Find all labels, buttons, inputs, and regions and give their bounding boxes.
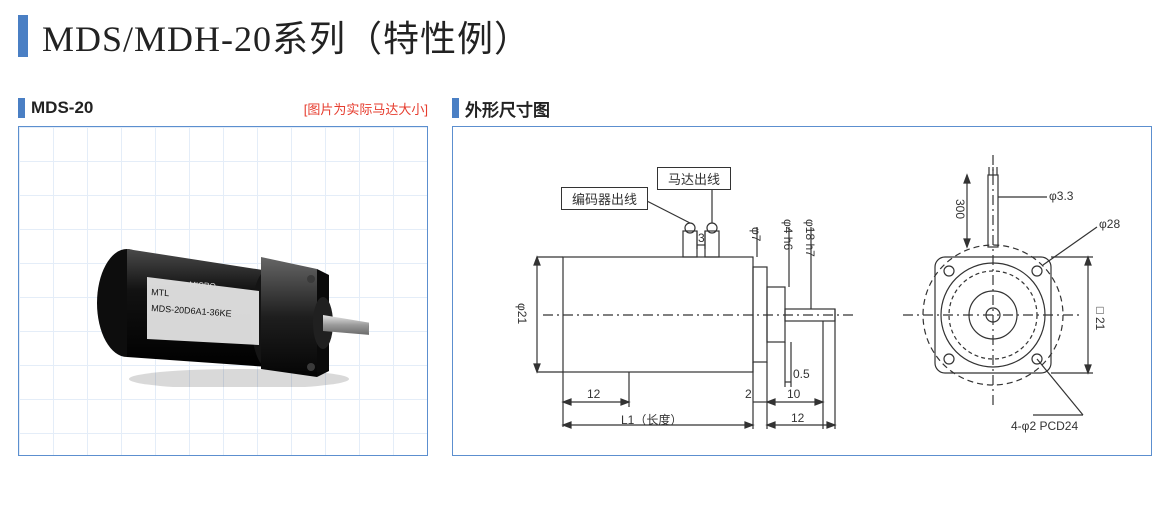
dim-05: 0.5 (793, 367, 810, 381)
dim-300: 300 (953, 199, 967, 219)
left-note: [图片为实际马达大小] (304, 99, 428, 118)
dim-phi18h7: φ18 h7 (803, 219, 817, 257)
dim-pcd: 4-φ2 PCD24 (1011, 419, 1078, 433)
dim-12-left: 12 (587, 387, 600, 401)
motor-text-top: MICRO (189, 280, 216, 291)
dim-phi28: φ28 (1099, 217, 1120, 231)
page-title-row: MDS/MDH-20系列（特性例） (18, 10, 1151, 62)
motor-text-brand: MTL (151, 287, 170, 298)
dim-2: 2 (745, 387, 752, 401)
dimension-drawing: 编码器出线 马达出线 φ21 12 L1（长度） 3 2 10 12 0.5 φ… (452, 126, 1152, 456)
section-accent-bar (452, 98, 459, 118)
right-section-head: 外形尺寸图 (452, 96, 1152, 120)
content-columns: MDS-20 [图片为实际马达大小] (18, 96, 1151, 456)
dim-3: 3 (698, 231, 705, 245)
callout-motor-wire: 马达出线 (657, 167, 731, 190)
dim-phi21: φ21 (515, 303, 529, 324)
left-section-head: MDS-20 [图片为实际马达大小] (18, 96, 428, 120)
motor-photo-box: MTL MDS-20D6A1-36KE MICRO (18, 126, 428, 456)
dim-phi33: φ3.3 (1049, 189, 1073, 203)
left-column: MDS-20 [图片为实际马达大小] (18, 96, 428, 456)
dim-10: 10 (787, 387, 800, 401)
left-heading: MDS-20 (31, 98, 93, 118)
page-title: MDS/MDH-20系列（特性例） (42, 10, 531, 62)
dim-phi7: φ7 (749, 227, 763, 241)
title-accent-bar (18, 15, 28, 57)
right-heading: 外形尺寸图 (465, 96, 550, 121)
dim-12-right: 12 (791, 411, 804, 425)
tech-svg (453, 127, 1153, 457)
callout-encoder: 编码器出线 (561, 187, 648, 210)
right-column: 外形尺寸图 (452, 96, 1152, 456)
dim-l1: L1（长度） (621, 411, 682, 428)
section-accent-bar (18, 98, 25, 118)
dim-sq21: □21 (1093, 303, 1107, 330)
motor-illustration: MTL MDS-20D6A1-36KE MICRO (89, 217, 369, 387)
dim-phi4h6: φ4 h6 (781, 219, 795, 250)
